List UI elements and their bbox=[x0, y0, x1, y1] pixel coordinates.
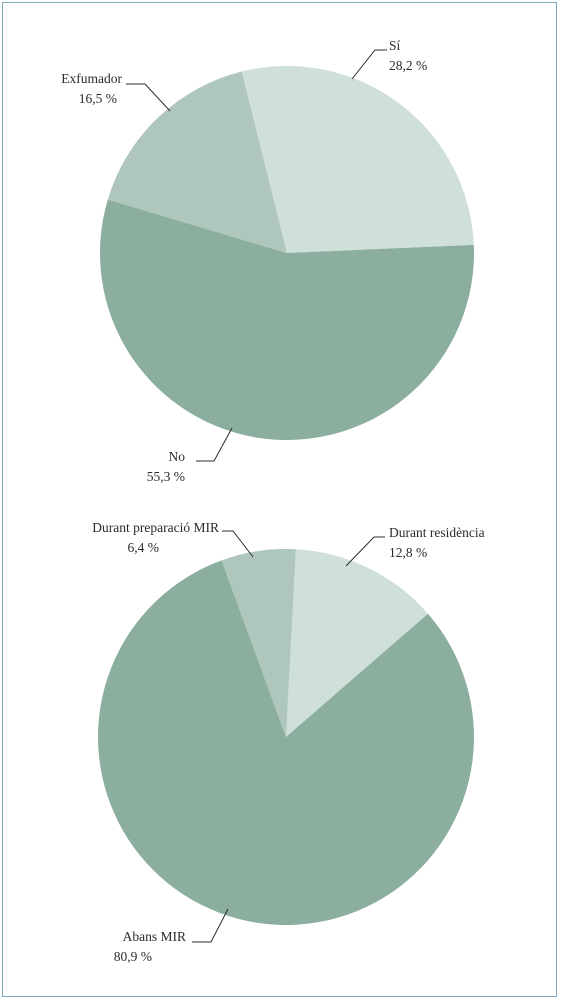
pie-slice-exfumador bbox=[107, 71, 287, 253]
label-group-si: Sí 28,2 % bbox=[351, 38, 427, 80]
label-group-durant-residencia: Durant residència 12,8 % bbox=[345, 525, 485, 567]
label-group-durant-preparacio-mir: Durant preparació MIR 6,4 % bbox=[92, 520, 254, 558]
pie-slice-durant-residencia bbox=[286, 549, 428, 737]
leader-line-durant-preparacio-mir bbox=[222, 530, 254, 558]
label-group-exfumador: Exfumador 16,5 % bbox=[61, 71, 171, 112]
pie-slice-durant-preparacio-mir bbox=[221, 549, 296, 737]
pie-chart-smoking-onset bbox=[98, 549, 475, 926]
slice-label-no: No bbox=[169, 449, 186, 464]
pie-slice-no bbox=[99, 199, 474, 441]
label-group-abans-mir: Abans MIR 80,9 % bbox=[114, 908, 229, 964]
slice-value-abans-mir: 80,9 % bbox=[114, 949, 152, 964]
label-group-no: No 55,3 % bbox=[147, 427, 233, 484]
pie-slice-si bbox=[241, 65, 474, 253]
leader-line-si bbox=[351, 49, 387, 80]
slice-label-durant-residencia: Durant residència bbox=[389, 525, 485, 540]
slice-value-no: 55,3 % bbox=[147, 469, 185, 484]
slice-label-durant-preparacio-mir: Durant preparació MIR bbox=[92, 520, 219, 535]
slice-value-si: 28,2 % bbox=[389, 58, 427, 73]
leader-line-durant-residencia bbox=[345, 536, 385, 567]
leader-line-no bbox=[196, 427, 233, 462]
slice-value-durant-preparacio-mir: 6,4 % bbox=[128, 540, 160, 555]
slice-value-exfumador: 16,5 % bbox=[79, 91, 117, 106]
slice-value-durant-residencia: 12,8 % bbox=[389, 545, 427, 560]
leader-line-abans-mir bbox=[192, 908, 229, 943]
slice-label-exfumador: Exfumador bbox=[61, 71, 122, 86]
pie-chart-smoking-status bbox=[99, 65, 474, 441]
leader-line-exfumador bbox=[126, 83, 171, 112]
pie-slice-abans-mir bbox=[98, 560, 475, 926]
slice-label-abans-mir: Abans MIR bbox=[123, 929, 186, 944]
slice-label-si: Sí bbox=[389, 38, 401, 53]
